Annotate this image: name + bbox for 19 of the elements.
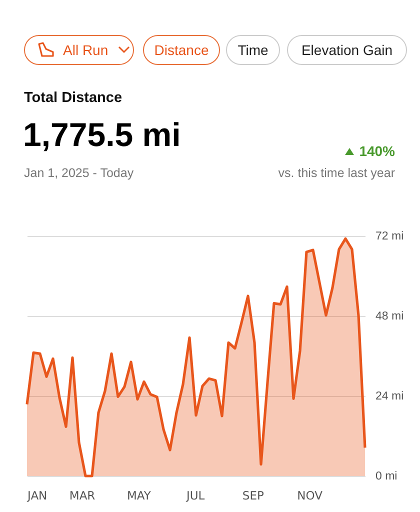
text: Distance	[154, 42, 209, 58]
text: Time	[238, 42, 268, 58]
y-tick-label: 72 mi	[376, 230, 404, 242]
text: Jan 1, 2025 - Today	[24, 166, 134, 180]
x-tick-label: MAY	[126, 488, 152, 502]
text: All Run	[63, 42, 108, 58]
y-tick-label: 0 mi	[376, 470, 398, 482]
text: 140%	[359, 143, 395, 159]
y-tick-label: 24 mi	[376, 390, 404, 402]
x-tick-label: JUL	[185, 488, 206, 502]
x-tick-label: NOV	[297, 488, 323, 502]
chart-title: Total Distance	[24, 90, 122, 106]
x-tick-label: SEP	[242, 488, 264, 502]
x-tick-label: JAN	[26, 488, 48, 502]
text: Elevation Gain	[301, 42, 393, 58]
x-tick-label: MAR	[69, 488, 96, 502]
y-tick-label: 48 mi	[376, 310, 404, 322]
text: vs. this time last year	[278, 166, 395, 180]
chart-subtitle: 1,775.5 mi	[23, 116, 181, 154]
